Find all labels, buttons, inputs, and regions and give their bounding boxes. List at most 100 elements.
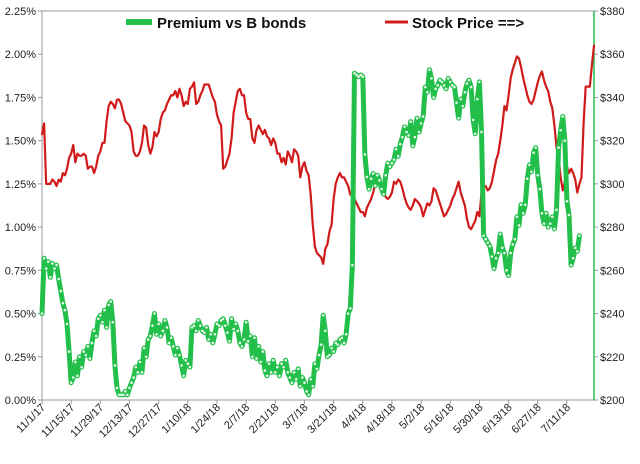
premium-data-point (180, 364, 183, 367)
premium-data-point (557, 146, 560, 149)
premium-data-point (124, 390, 127, 393)
premium-data-point (234, 322, 238, 326)
premium-data-point (151, 324, 154, 327)
premium-data-point (419, 122, 423, 125)
left-tick-label: 0.25% (5, 352, 36, 364)
premium-data-point (540, 211, 544, 215)
premium-data-point (303, 381, 306, 385)
premium-data-point (161, 329, 165, 333)
premium-data-point (257, 345, 260, 348)
series-line-stock-price (40, 44, 596, 265)
premium-data-point (134, 365, 138, 369)
premium-data-point (61, 301, 65, 305)
premium-data-point (224, 324, 227, 327)
premium-data-point (559, 128, 562, 132)
premium-data-point (53, 267, 56, 270)
right-tick-label: $280 (600, 222, 624, 234)
premium-data-point (465, 82, 469, 85)
legend-label-stock: Stock Price ==> (412, 15, 524, 32)
premium-data-point (413, 135, 417, 139)
premium-data-point (215, 322, 219, 326)
premium-data-point (446, 77, 450, 80)
premium-data-point (117, 393, 121, 397)
premium-data-point (330, 346, 333, 350)
premium-data-point (240, 345, 244, 348)
premium-data-point (473, 132, 477, 136)
premium-data-point (155, 333, 158, 336)
right-tick-label: $200 (600, 395, 624, 407)
premium-data-point (309, 377, 313, 381)
premium-data-point (334, 341, 338, 345)
premium-data-point (163, 319, 167, 322)
premium-data-point (101, 320, 104, 324)
premium-data-point (267, 362, 271, 365)
premium-data-point (194, 329, 198, 333)
premium-data-point (530, 170, 533, 174)
premium-data-point (159, 334, 163, 338)
premium-data-point (236, 329, 240, 333)
premium-data-point (453, 85, 456, 89)
premium-data-point (90, 341, 94, 345)
premium-data-point (284, 358, 288, 362)
premium-data-point (494, 256, 498, 260)
premium-data-point (67, 350, 71, 353)
right-tick-label: $300 (600, 179, 624, 191)
premium-data-point (221, 317, 225, 321)
premium-data-point (517, 224, 521, 227)
premium-data-point (144, 355, 148, 359)
premium-data-point (359, 73, 363, 77)
premium-data-point (432, 96, 435, 99)
premium-data-point (142, 346, 146, 350)
premium-data-point (190, 326, 194, 329)
premium-data-point (282, 365, 285, 369)
premium-data-point (426, 90, 429, 94)
premium-data-point (244, 320, 248, 324)
premium-data-point (178, 353, 181, 357)
premium-data-point (226, 331, 229, 334)
premium-data-point (251, 355, 254, 359)
premium-data-point (317, 353, 321, 357)
premium-data-point (532, 151, 535, 155)
premium-data-point (126, 393, 129, 397)
premium-data-point (176, 346, 179, 350)
premium-data-point (382, 192, 385, 196)
premium-data-point (536, 173, 540, 177)
premium-data-point (323, 329, 327, 333)
premium-data-point (503, 251, 506, 255)
premium-data-point (42, 256, 46, 260)
premium-data-point (71, 376, 75, 379)
premium-data-point (434, 87, 437, 91)
premium-data-point (44, 267, 48, 270)
left-tick-label: 0.75% (5, 265, 36, 277)
premium-data-point (528, 163, 531, 167)
legend-label-premium: Premium vs B bonds (157, 15, 306, 32)
premium-data-point (205, 326, 208, 329)
right-tick-label: $360 (600, 49, 624, 61)
premium-data-point (498, 232, 502, 236)
premium-data-point (174, 353, 177, 357)
premium-data-point (230, 317, 233, 321)
premium-data-point (371, 172, 375, 175)
premium-data-point (417, 130, 421, 134)
premium-data-point (84, 353, 88, 357)
premium-data-point (298, 384, 302, 388)
premium-data-point (46, 260, 50, 263)
premium-data-point (153, 312, 156, 315)
premium-data-point (428, 68, 431, 72)
premium-data-point (96, 317, 100, 321)
premium-data-point (111, 320, 115, 324)
premium-data-point (63, 308, 67, 312)
premium-data-point (51, 262, 54, 265)
premium-data-point (338, 338, 342, 341)
premium-data-point (484, 237, 487, 241)
premium-data-point (165, 326, 169, 329)
premium-data-point (203, 331, 206, 334)
premium-data-point (509, 251, 512, 255)
premium-data-point (192, 324, 196, 327)
premium-data-point (213, 333, 217, 336)
premium-data-point (461, 104, 465, 108)
premium-data-point (511, 243, 515, 246)
premium-data-point (228, 339, 231, 343)
right-tick-label: $240 (600, 309, 624, 321)
premium-data-point (65, 322, 69, 326)
